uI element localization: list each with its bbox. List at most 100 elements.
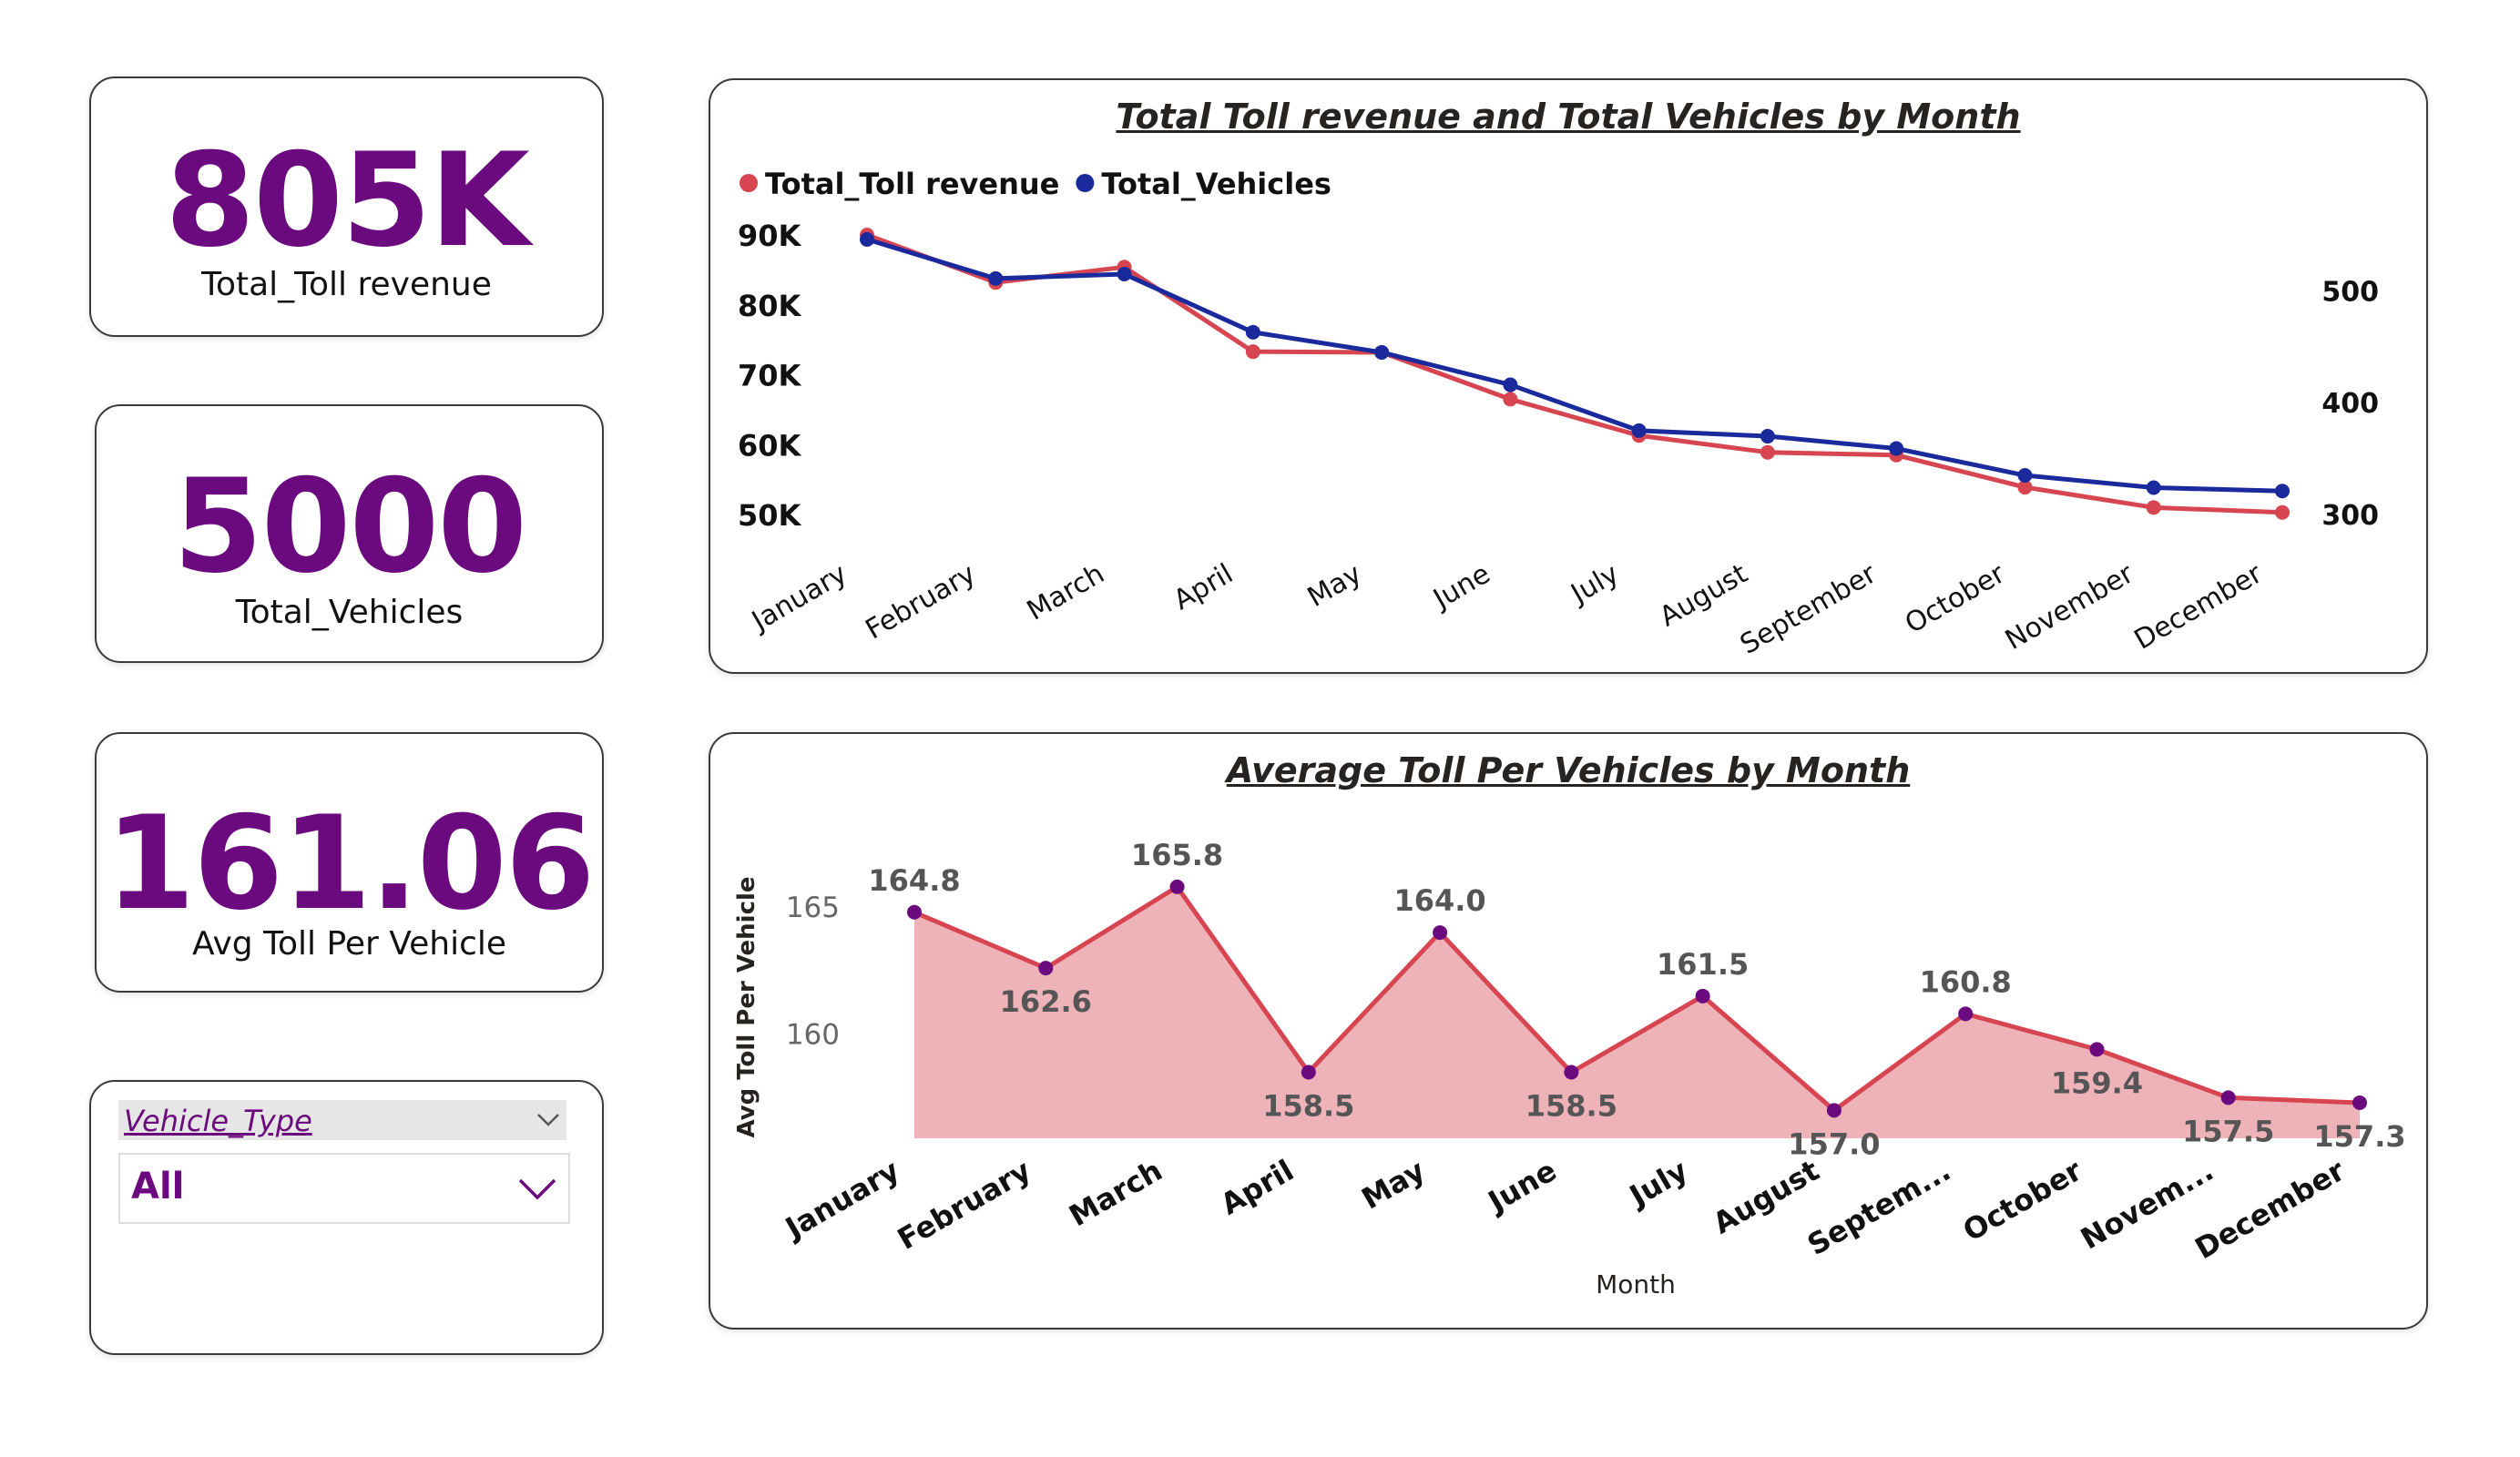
data-point xyxy=(1503,392,1518,407)
data-label: 159.4 xyxy=(2051,1065,2143,1100)
legend-label: Total_Toll revenue xyxy=(765,167,1059,201)
data-point xyxy=(1631,423,1647,438)
y-right-tick-label: 500 xyxy=(2321,276,2379,308)
kpi-revenue-label: Total_Toll revenue xyxy=(201,266,492,303)
legend-marker xyxy=(1076,174,1095,192)
x-tick-label: February xyxy=(861,558,982,647)
data-point xyxy=(2146,500,2161,515)
legend-label: Total_Vehicles xyxy=(1101,167,1331,201)
x-tick-label: July xyxy=(1565,558,1625,611)
kpi-vehicles-value: 5000 xyxy=(172,452,527,602)
data-label: 157.0 xyxy=(1788,1126,1880,1161)
x-tick-label: August xyxy=(1707,1153,1824,1241)
data-label: 160.8 xyxy=(1920,964,2012,999)
kpi-avg-toll-value: 161.06 xyxy=(105,789,596,939)
y-left-tick-label: 90K xyxy=(738,219,802,253)
y-right-tick-label: 300 xyxy=(2321,500,2379,532)
data-point xyxy=(2275,484,2290,499)
x-tick-label: May xyxy=(1302,558,1367,614)
data-point xyxy=(1038,961,1054,976)
x-tick-label: January xyxy=(745,558,852,638)
x-tick-label: April xyxy=(1215,1153,1300,1222)
x-tick-label: October xyxy=(1957,1153,2088,1248)
chart-title: Total Toll revenue and Total Vehicles by… xyxy=(1116,97,2021,137)
data-label: 164.0 xyxy=(1393,883,1485,918)
data-point xyxy=(2089,1042,2105,1057)
x-tick-label: January xyxy=(778,1153,905,1247)
data-point xyxy=(1564,1065,1579,1080)
area-fill xyxy=(914,886,2360,1138)
vehicle-type-dropdown[interactable]: All xyxy=(118,1153,570,1224)
vehicle-type-slicer: Vehicle_Type All xyxy=(89,1080,604,1355)
series-line xyxy=(866,232,2283,515)
data-label: 162.6 xyxy=(1000,984,1092,1019)
data-point xyxy=(2352,1095,2367,1110)
avg-toll-area-chart: Avg Toll Per Vehicle 165 160 164.8 162.6 165.… xyxy=(733,838,2406,1299)
data-point xyxy=(2017,468,2033,484)
x-tick-label: March xyxy=(1022,558,1110,627)
data-label: 165.8 xyxy=(1131,838,1223,872)
data-point xyxy=(1695,988,1710,1004)
legend-marker xyxy=(740,174,758,192)
y-left-tick-label: 50K xyxy=(738,498,802,533)
x-tick-label: March xyxy=(1063,1153,1168,1233)
x-axis-title: Month xyxy=(1596,1269,1676,1299)
x-tick-label: December xyxy=(2189,1153,2351,1266)
x-tick-label: June xyxy=(1481,1153,1562,1219)
data-label: 157.3 xyxy=(2313,1119,2405,1154)
data-point xyxy=(860,231,874,247)
series-line xyxy=(913,884,2361,1113)
data-point xyxy=(1117,266,1132,281)
data-label: 157.5 xyxy=(2182,1114,2274,1148)
x-tick-label: February xyxy=(892,1153,1036,1257)
x-tick-label: June xyxy=(1427,558,1496,616)
x-tick-label: July xyxy=(1622,1153,1693,1214)
data-label: 158.5 xyxy=(1262,1088,1354,1123)
x-tick-label: August xyxy=(1654,558,1753,634)
dropdown-selected-value: All xyxy=(131,1166,185,1207)
data-label: 164.8 xyxy=(868,863,960,898)
y-tick-label: 160 xyxy=(786,1019,840,1052)
data-point xyxy=(1760,444,1775,460)
avg-toll-chart-card: Average Toll Per Vehicles by Month Avg T… xyxy=(709,732,2428,1330)
y-right-tick-label: 400 xyxy=(2321,388,2379,420)
data-point xyxy=(988,270,1004,286)
data-point xyxy=(1826,1103,1842,1118)
series-line xyxy=(866,237,2283,494)
data-point xyxy=(2017,480,2033,495)
slicer-header[interactable]: Vehicle_Type xyxy=(118,1100,566,1140)
x-tick-label: Septem... xyxy=(1801,1153,1956,1262)
x-tick-label: December xyxy=(2129,557,2269,656)
data-point xyxy=(1433,925,1448,941)
kpi-vehicles-label: Total_Vehicles xyxy=(235,594,464,631)
data-point xyxy=(1760,429,1775,444)
data-point xyxy=(1889,441,1904,456)
kpi-revenue-value: 805K xyxy=(165,126,529,276)
data-point xyxy=(1301,1065,1316,1080)
data-point xyxy=(2220,1090,2236,1105)
x-tick-label: September xyxy=(1735,557,1882,661)
y-left-tick-label: 70K xyxy=(738,359,802,393)
data-point xyxy=(1169,879,1185,894)
kpi-card-vehicles: 5000 Total_Vehicles xyxy=(95,404,604,663)
x-tick-label: April xyxy=(1168,558,1239,617)
data-point xyxy=(2275,504,2290,520)
data-label: 161.5 xyxy=(1657,947,1749,982)
y-tick-label: 165 xyxy=(786,892,840,924)
slicer-title: Vehicle_Type xyxy=(124,1104,312,1138)
x-tick-label: October xyxy=(1900,557,2011,640)
x-tick-label: May xyxy=(1356,1153,1432,1217)
y-axis-title: Avg Toll Per Vehicle xyxy=(733,876,760,1137)
data-point xyxy=(1245,324,1260,340)
data-label: 158.5 xyxy=(1525,1088,1617,1123)
chevron-down-icon xyxy=(518,1178,556,1200)
data-point xyxy=(1503,377,1518,392)
data-point xyxy=(907,904,922,920)
y-left-tick-label: 80K xyxy=(738,289,802,323)
y-left-tick-label: 60K xyxy=(738,428,802,463)
chart-title: Average Toll Per Vehicles by Month xyxy=(1226,750,1911,790)
revenue-vehicles-chart-card: Total Toll revenue and Total Vehicles by… xyxy=(709,78,2428,674)
data-point xyxy=(1245,344,1260,360)
collapse-chevron-icon[interactable] xyxy=(536,1111,561,1129)
kpi-card-revenue: 805K Total_Toll revenue xyxy=(89,76,604,337)
